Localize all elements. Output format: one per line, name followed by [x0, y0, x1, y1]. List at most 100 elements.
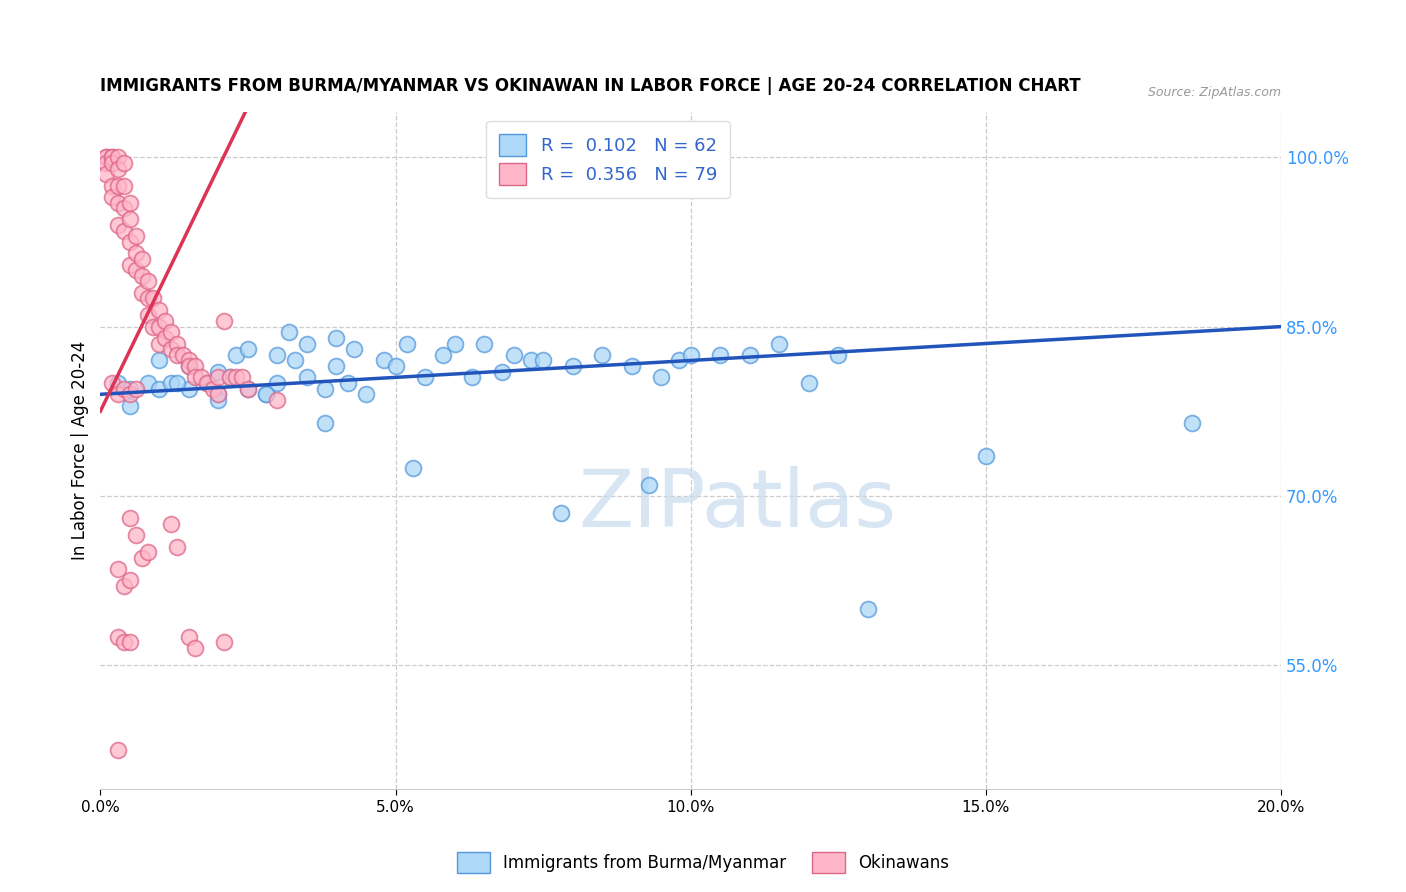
- Point: [112, 224, 135, 238]
- Point: [148, 302, 170, 317]
- Point: [96, 150, 118, 164]
- Point: [107, 562, 129, 576]
- Point: [148, 353, 170, 368]
- Point: [373, 353, 395, 368]
- Point: [107, 218, 129, 232]
- Point: [207, 387, 229, 401]
- Point: [166, 540, 188, 554]
- Point: [856, 601, 879, 615]
- Point: [107, 161, 129, 176]
- Point: [118, 212, 141, 227]
- Point: [107, 376, 129, 390]
- Point: [974, 450, 997, 464]
- Point: [96, 156, 118, 170]
- Point: [195, 376, 218, 390]
- Point: [136, 275, 159, 289]
- Point: [384, 359, 406, 373]
- Point: [520, 353, 543, 368]
- Point: [295, 370, 318, 384]
- Point: [118, 387, 141, 401]
- Point: [502, 348, 524, 362]
- Point: [166, 348, 188, 362]
- Point: [107, 742, 129, 756]
- Point: [131, 268, 153, 283]
- Point: [107, 630, 129, 644]
- Point: [177, 630, 200, 644]
- Point: [107, 150, 129, 164]
- Point: [112, 201, 135, 215]
- Point: [136, 545, 159, 559]
- Point: [148, 319, 170, 334]
- Point: [254, 387, 277, 401]
- Point: [325, 331, 347, 345]
- Point: [101, 178, 124, 193]
- Point: [160, 342, 183, 356]
- Point: [184, 641, 207, 656]
- Point: [314, 416, 336, 430]
- Point: [160, 516, 183, 531]
- Point: [136, 376, 159, 390]
- Point: [166, 336, 188, 351]
- Point: [295, 336, 318, 351]
- Point: [148, 382, 170, 396]
- Point: [142, 292, 165, 306]
- Point: [219, 370, 242, 384]
- Point: [101, 190, 124, 204]
- Point: [131, 285, 153, 300]
- Point: [491, 365, 513, 379]
- Point: [797, 376, 820, 390]
- Point: [112, 382, 135, 396]
- Point: [396, 336, 419, 351]
- Point: [172, 348, 194, 362]
- Point: [432, 348, 454, 362]
- Point: [472, 336, 495, 351]
- Point: [827, 348, 849, 362]
- Point: [107, 178, 129, 193]
- Text: ZIPatlas: ZIPatlas: [579, 466, 897, 544]
- Point: [177, 359, 200, 373]
- Point: [148, 336, 170, 351]
- Point: [207, 370, 229, 384]
- Legend: R =  0.102   N = 62, R =  0.356   N = 79: R = 0.102 N = 62, R = 0.356 N = 79: [486, 121, 730, 198]
- Point: [679, 348, 702, 362]
- Point: [668, 353, 690, 368]
- Point: [107, 195, 129, 210]
- Point: [266, 348, 288, 362]
- Point: [101, 376, 124, 390]
- Point: [214, 314, 236, 328]
- Point: [531, 353, 554, 368]
- Point: [214, 635, 236, 649]
- Point: [620, 359, 643, 373]
- Point: [177, 359, 200, 373]
- Point: [160, 376, 183, 390]
- Point: [443, 336, 465, 351]
- Point: [131, 252, 153, 266]
- Point: [225, 348, 247, 362]
- Point: [195, 376, 218, 390]
- Point: [107, 387, 129, 401]
- Legend: Immigrants from Burma/Myanmar, Okinawans: Immigrants from Burma/Myanmar, Okinawans: [450, 846, 956, 880]
- Point: [118, 382, 141, 396]
- Point: [190, 370, 212, 384]
- Point: [550, 506, 572, 520]
- Point: [314, 382, 336, 396]
- Point: [638, 477, 661, 491]
- Point: [136, 309, 159, 323]
- Point: [354, 387, 377, 401]
- Point: [160, 325, 183, 339]
- Point: [231, 370, 253, 384]
- Point: [184, 370, 207, 384]
- Point: [343, 342, 366, 356]
- Point: [125, 263, 148, 277]
- Point: [236, 382, 259, 396]
- Point: [131, 550, 153, 565]
- Point: [561, 359, 583, 373]
- Point: [266, 392, 288, 407]
- Point: [207, 365, 229, 379]
- Point: [142, 319, 165, 334]
- Point: [219, 370, 242, 384]
- Point: [118, 574, 141, 588]
- Point: [461, 370, 484, 384]
- Y-axis label: In Labor Force | Age 20-24: In Labor Force | Age 20-24: [72, 341, 89, 560]
- Point: [768, 336, 790, 351]
